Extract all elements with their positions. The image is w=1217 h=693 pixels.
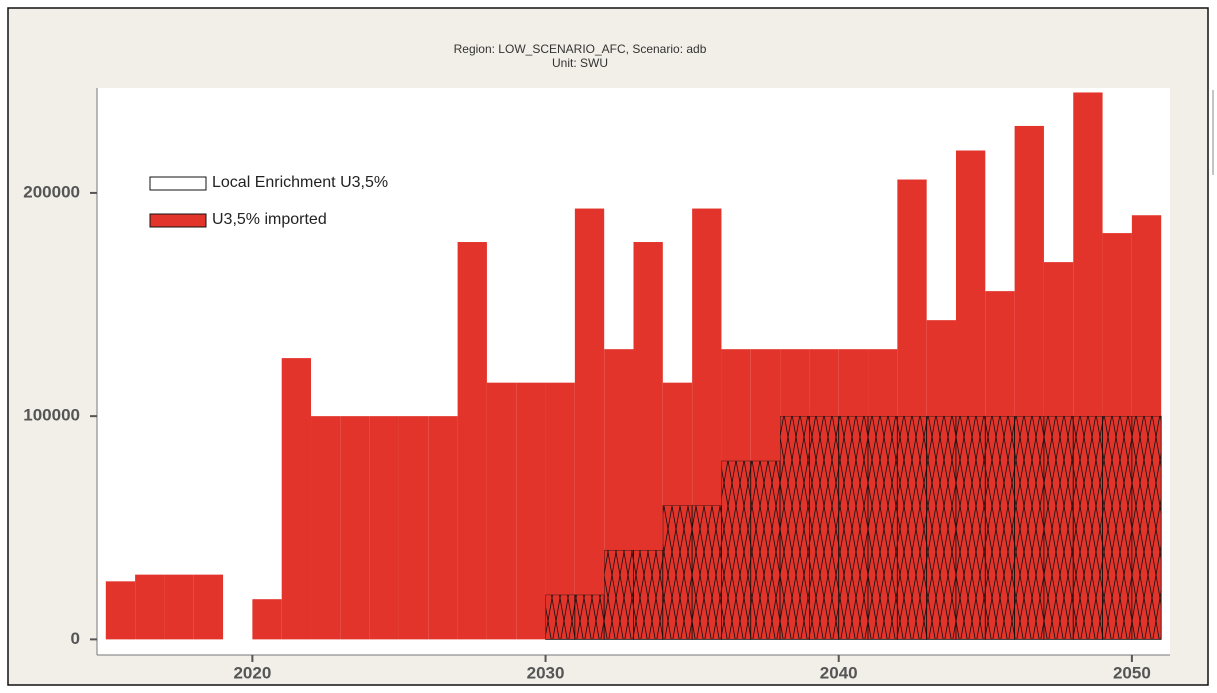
import-step: [926, 320, 956, 417]
import-step: [662, 382, 693, 506]
import-step: [721, 349, 751, 461]
y-tick-label: 0: [71, 629, 80, 648]
chart-subtitle: Unit: SWU: [552, 56, 608, 70]
import-step: [692, 208, 722, 506]
import-step: [398, 416, 429, 640]
legend-swatch: [149, 176, 207, 191]
local-step: [1131, 415, 1162, 640]
import-step: [868, 349, 898, 417]
local-step: [1072, 415, 1103, 640]
local-step: [838, 415, 869, 640]
local-step: [691, 505, 722, 640]
local-step: [603, 549, 634, 640]
local-step: [662, 505, 693, 640]
import-step: [633, 242, 663, 551]
import-step: [516, 382, 546, 640]
y-tick-label: 100000: [23, 406, 80, 425]
legend-label: Local Enrichment U3,5%: [212, 174, 388, 191]
local-step: [867, 415, 898, 640]
import-step: [135, 574, 165, 640]
import-step: [985, 291, 1015, 417]
import-step: [1102, 233, 1132, 417]
import-step: [369, 416, 399, 640]
local-step: [809, 415, 840, 640]
local-step: [926, 415, 957, 640]
import-step: [252, 599, 282, 640]
local-step: [1043, 415, 1074, 640]
legend-label: U3,5% imported: [212, 211, 327, 228]
import-step: [193, 574, 224, 640]
local-step: [574, 594, 605, 640]
import-step: [545, 382, 575, 595]
local-step: [750, 460, 781, 640]
import-step: [1131, 215, 1162, 417]
legend-swatch: [149, 213, 207, 228]
import-step: [1073, 92, 1103, 417]
import-step: [780, 349, 810, 417]
local-step: [1014, 415, 1045, 640]
import-step: [897, 179, 927, 417]
import-step: [340, 416, 370, 640]
import-step: [955, 150, 986, 417]
y-tick-label: 200000: [23, 182, 80, 201]
x-tick-label: 2020: [233, 663, 271, 682]
import-step: [574, 208, 605, 595]
local-step: [896, 415, 928, 640]
import-step: [311, 416, 341, 640]
local-step: [779, 415, 810, 640]
x-tick-label: 2050: [1113, 663, 1151, 682]
import-step: [604, 349, 634, 551]
local-step: [1102, 415, 1133, 640]
import-step: [809, 349, 839, 417]
local-step: [633, 549, 664, 640]
import-step: [457, 242, 487, 640]
import-step: [486, 382, 517, 640]
import-step: [750, 349, 781, 461]
import-step: [1014, 125, 1044, 417]
import-step: [428, 416, 458, 640]
import-step: [1043, 262, 1074, 417]
x-tick-label: 2040: [820, 663, 858, 682]
import-step: [838, 349, 869, 417]
import-step: [164, 574, 194, 640]
x-tick-label: 2030: [527, 663, 565, 682]
local-step: [721, 460, 752, 640]
local-step: [545, 594, 576, 640]
local-step: [955, 415, 986, 640]
import-step: [281, 358, 312, 640]
chart-title: Region: LOW_SCENARIO_AFC, Scenario: adb: [454, 42, 707, 56]
import-step: [105, 581, 136, 640]
local-step: [984, 415, 1016, 640]
